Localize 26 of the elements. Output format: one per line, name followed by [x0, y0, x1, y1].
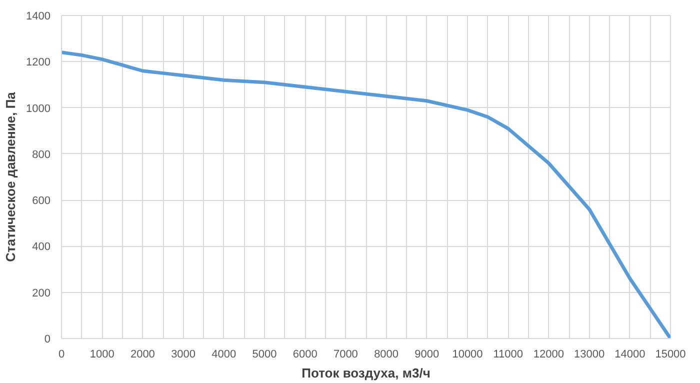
y-tick-label: 1200 [26, 56, 51, 69]
x-tick-label: 12000 [533, 348, 564, 360]
x-tick-label: 8000 [374, 348, 399, 360]
y-tick-label: 400 [32, 241, 51, 254]
y-tick-label: 1400 [26, 10, 51, 22]
x-tick-label: 3000 [171, 348, 196, 360]
x-tick-label: 2000 [130, 348, 155, 360]
y-tick-label: 800 [32, 148, 51, 161]
x-tick-label: 4000 [212, 348, 236, 360]
x-tick-label: 11000 [493, 348, 523, 360]
x-tick-label: 10000 [452, 348, 483, 360]
x-tick-label: 1000 [90, 348, 114, 360]
x-tick-label: 0 [58, 348, 65, 360]
x-tick-label: 6000 [292, 348, 318, 360]
x-tick-label: 15000 [655, 348, 686, 360]
y-tick-label: 1000 [26, 102, 51, 115]
x-axis-title: Поток воздуха, м3/ч [302, 366, 430, 380]
y-tick-label: 200 [32, 287, 51, 300]
y-tick-label: 600 [32, 195, 51, 208]
x-tick-label: 14000 [614, 348, 646, 360]
x-tick-label: 7000 [333, 348, 358, 360]
y-tick-label: 0 [44, 334, 51, 346]
y-axis-title: Статическое давление, Па [3, 91, 18, 262]
x-tick-label: 13000 [574, 348, 605, 360]
x-tick-label: 9000 [414, 348, 440, 360]
x-tick-label: 5000 [252, 348, 277, 360]
